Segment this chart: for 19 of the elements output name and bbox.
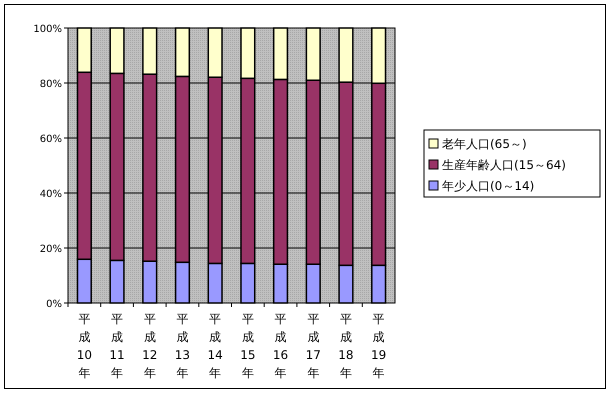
- x-tick-label: 平成16年: [272, 312, 288, 380]
- x-tick-label: 平成17年: [306, 312, 321, 380]
- y-tick-label: 80%: [40, 79, 62, 90]
- x-tick-label: 平成11年: [109, 312, 125, 380]
- x-tick-label: 平成15年: [240, 312, 256, 380]
- x-tick-label: 平成18年: [338, 312, 354, 380]
- legend-label: 年少人口(0～14): [442, 179, 534, 193]
- x-tick-label: 平成14年: [208, 312, 223, 380]
- y-tick-label: 60%: [40, 134, 62, 145]
- legend-label: 生産年齢人口(15～64): [442, 158, 566, 172]
- x-tick-label: 平成19年: [371, 312, 386, 380]
- y-tick-label: 100%: [33, 24, 62, 35]
- x-tick-label: 平成10年: [76, 312, 92, 380]
- y-tick-label: 20%: [40, 244, 62, 255]
- x-tick-label: 平成12年: [142, 312, 158, 380]
- legend-label: 老年人口(65～): [442, 137, 527, 151]
- y-tick-label: 0%: [46, 299, 62, 310]
- y-tick-label: 40%: [40, 189, 62, 200]
- x-tick-label: 平成13年: [174, 312, 190, 380]
